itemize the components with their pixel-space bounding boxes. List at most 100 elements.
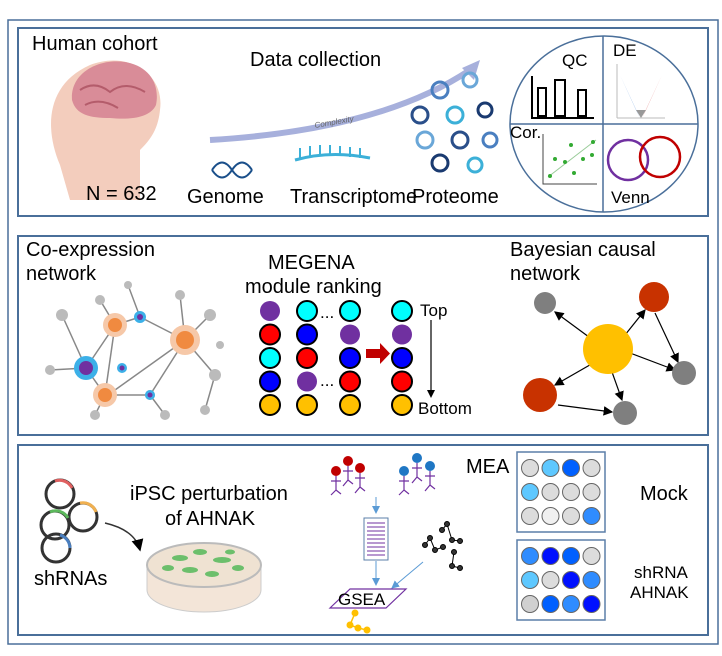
dna-icon — [211, 161, 253, 179]
mea-well — [541, 459, 560, 477]
mea-well — [562, 595, 580, 613]
panel-network-analysis: Co-expression network MEGENA module rank… — [17, 235, 709, 436]
mea-well — [562, 507, 580, 525]
module-circle — [296, 323, 318, 346]
module-circle — [339, 347, 361, 369]
panel-border — [17, 27, 709, 217]
protein-icons — [410, 71, 499, 174]
cohort-title: Human cohort — [32, 33, 158, 55]
mea-well — [562, 459, 580, 477]
rank-bottom-label: Bottom — [418, 399, 472, 418]
de-volcano-plot-icon — [616, 64, 665, 119]
omics-proteome: Proteome — [412, 186, 499, 208]
module-circle — [339, 300, 361, 322]
cohort-size: N = 632 — [86, 183, 157, 205]
data-collection-title: Data collection — [250, 49, 381, 71]
mea-well — [541, 507, 560, 525]
plasmid-icons — [39, 478, 99, 564]
correlation-scatter-icon — [542, 134, 597, 185]
ranking-arrow-icon — [366, 343, 390, 364]
mock-wells — [521, 459, 601, 525]
module-circle — [339, 370, 361, 393]
venn-diagram-icon — [606, 135, 682, 182]
coexpression-network-graphic — [45, 281, 224, 420]
bayesian-title-line2: network — [510, 263, 581, 285]
panel-experimental-validation: shRNAs iPSC perturbation of AHNAK — [17, 444, 709, 636]
bayesian-network-graphic — [523, 282, 696, 425]
ellipsis-bottom: ... — [320, 371, 334, 390]
mea-label: MEA — [466, 456, 510, 478]
mea-well — [521, 507, 539, 525]
shrna-label-line2: AHNAK — [630, 583, 689, 602]
ipsc-title-line1: iPSC perturbation — [130, 483, 288, 505]
outer-frame — [7, 19, 719, 645]
module-circle — [296, 394, 318, 416]
shrna-mea-plate — [516, 539, 606, 621]
module-circle — [296, 347, 318, 369]
module-circle — [391, 394, 413, 416]
module-circle — [391, 347, 413, 369]
module-circle — [260, 301, 280, 321]
module-circle — [392, 324, 412, 345]
shrnas-label: shRNAs — [34, 568, 107, 590]
mea-well — [541, 595, 560, 613]
human-head-brain-icon — [51, 60, 161, 201]
mea-well — [521, 571, 539, 589]
rank-top-label: Top — [420, 301, 447, 320]
module-circle — [340, 324, 360, 345]
module-circle — [259, 347, 281, 369]
coexpression-title-line2: network — [26, 263, 97, 285]
module-circle — [259, 370, 281, 393]
mea-well — [541, 547, 560, 565]
gene-list-icon — [363, 517, 389, 561]
qc-label: QC — [562, 51, 588, 70]
mea-well — [562, 571, 580, 589]
module-circle — [259, 323, 281, 346]
mea-well — [541, 483, 560, 501]
cohort-people-icons — [330, 453, 436, 496]
module-circle — [297, 371, 317, 392]
panel-border — [17, 444, 709, 636]
mea-well — [582, 595, 601, 613]
analysis-circle: QC DE Cor. Venn — [509, 35, 699, 213]
mea-well — [562, 483, 580, 501]
mea-well — [582, 507, 601, 525]
rank-arrow-head — [427, 390, 435, 398]
de-label: DE — [613, 41, 637, 60]
bayesian-title-line1: Bayesian causal — [510, 239, 656, 261]
omics-transcriptome: Transcriptome — [290, 186, 417, 208]
mea-well — [521, 547, 539, 565]
panel-data-collection: Human cohort N = 632 Data collection Com… — [17, 27, 709, 217]
mock-mea-plate — [516, 451, 606, 533]
transfection-arrow — [104, 522, 144, 552]
mea-well — [562, 547, 580, 565]
venn-label: Venn — [611, 188, 650, 207]
module-network-icon — [422, 521, 463, 571]
mea-well — [541, 571, 560, 589]
module-circle — [391, 300, 413, 322]
ipsc-title-line2: of AHNAK — [165, 508, 256, 530]
mea-well — [521, 459, 539, 477]
module-circle — [339, 394, 361, 416]
gsea-label: GSEA — [338, 590, 386, 609]
module-circle — [259, 394, 281, 416]
coexpression-title-line1: Co-expression — [26, 239, 155, 261]
mea-well — [521, 483, 539, 501]
ellipsis-top: ... — [320, 303, 334, 322]
mock-label: Mock — [640, 483, 689, 505]
mea-well — [582, 459, 601, 477]
megena-title-line2: module ranking — [245, 276, 382, 298]
cor-label: Cor. — [510, 123, 541, 142]
omics-genome: Genome — [187, 186, 264, 208]
shrna-label-line1: shRNA — [634, 563, 689, 582]
mea-well — [582, 483, 601, 501]
module-circle — [296, 300, 318, 322]
mea-well — [582, 571, 601, 589]
module-ranking-columns — [259, 300, 413, 416]
shrna-wells — [521, 547, 601, 613]
complexity-arrow — [209, 67, 472, 143]
gsea-result-network-icon — [346, 609, 371, 634]
mea-well — [582, 547, 601, 565]
module-circle — [391, 370, 413, 393]
complexity-label: Complexity — [314, 114, 356, 130]
